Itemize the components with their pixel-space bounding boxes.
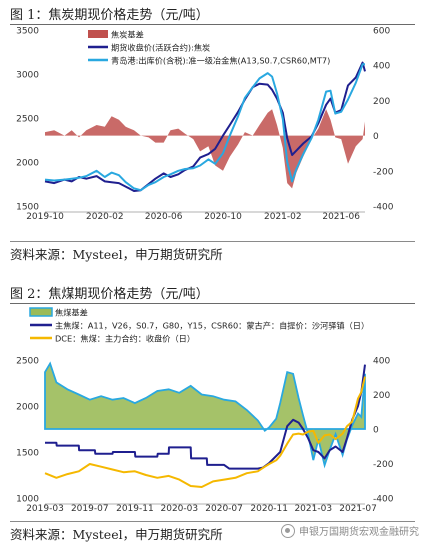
x-axis-tick-label: 2020-07	[205, 504, 243, 514]
right-axis-tick-label: -400	[373, 495, 394, 505]
chart1: 焦炭基差期货收盘价(活跃合约):焦炭青岛港:出库价(含税):准一级冶金焦(A13…	[16, 27, 394, 223]
figure2-top-rule	[10, 303, 415, 304]
x-axis-tick-label: 2021-03	[294, 504, 332, 514]
legend-label-2: 主焦煤：A11，V26，S0.7，G80，Y15，CSR60：蒙古产：自提价：沙…	[55, 321, 369, 331]
watermark-text: 申银万国期货宏观金融研究	[299, 527, 419, 538]
left-axis-tick-label: 2000	[16, 159, 39, 169]
legend-label-2: 期货收盘价(活跃合约):焦炭	[111, 43, 210, 53]
right-axis-tick-label: 600	[373, 27, 390, 37]
legend-swatch-1	[88, 30, 108, 38]
figure2-title: 图 2：焦煤期现价格走势（元/吨）	[10, 287, 209, 302]
left-axis-tick-label: 2500	[16, 115, 39, 125]
right-axis-tick-label: 200	[373, 97, 390, 107]
chart2-axes: 1000 1500 2000 2500 -400 -200 0 200 400 2019-03 20…	[16, 357, 394, 515]
series-3-line	[44, 376, 366, 488]
right-axis-tick-label: 0	[373, 132, 379, 142]
figure1-source: 资料来源：Mysteel，申万期货研究所	[10, 247, 223, 262]
left-axis-tick-label: 2500	[16, 357, 39, 367]
legend-swatch-1	[29, 307, 53, 317]
chart1-legend: 焦炭基差期货收盘价(活跃合约):焦炭青岛港:出库价(含税):准一级冶金焦(A13…	[88, 30, 330, 66]
right-axis-tick-label: -400	[373, 203, 394, 213]
chart1-plot	[44, 61, 366, 192]
series-3-line	[44, 63, 365, 192]
x-axis-tick-label: 2020-02	[86, 212, 124, 222]
legend-label-1: 焦炭基差	[111, 30, 144, 40]
x-axis-tick-label: 2021-07	[339, 504, 377, 514]
legend-label-3: DCE：焦煤：主力合约：收盘价（日）	[55, 334, 195, 344]
x-axis-tick-label: 2021-06	[322, 212, 360, 222]
x-axis-tick-label: 2020-10	[204, 212, 242, 222]
right-axis-tick-label: 400	[373, 62, 390, 72]
x-axis-tick-label: 2019-11	[116, 504, 154, 514]
chart1-axes: 1500 2000 2500 3000 3500 -400 -200 0 200 400 600 20…	[16, 27, 394, 223]
right-axis-tick-label: 400	[373, 357, 390, 367]
left-axis-tick-label: 1500	[16, 449, 39, 459]
right-axis-tick-label: -200	[373, 167, 394, 177]
series-2-line	[45, 364, 366, 470]
wechat-logo-icon	[281, 523, 295, 538]
left-axis-tick-label: 1000	[16, 495, 39, 505]
left-axis-tick-label: 3500	[16, 27, 39, 37]
left-axis-tick-label: 1500	[16, 203, 39, 213]
x-axis-tick-label: 2020-03	[161, 504, 199, 514]
figure1-bottom-rule	[10, 241, 415, 242]
legend-label-3: 青岛港:出库价(含税):准一级冶金焦(A13,S0.7,CSR60,MT7)	[111, 56, 330, 66]
left-axis-tick-label: 2000	[16, 403, 39, 413]
chart2-legend: 焦煤基差主焦煤：A11，V26，S0.7，G80，Y15，CSR60：蒙古产：自…	[29, 307, 369, 344]
figure1-title: 图 1：焦炭期现价格走势（元/吨）	[10, 8, 209, 23]
figure1-top-rule	[10, 24, 415, 25]
right-axis-tick-label: -200	[373, 460, 394, 470]
chart2-plot	[44, 361, 366, 488]
x-axis-tick-label: 2020-06	[145, 212, 183, 222]
right-axis-tick-label: 0	[373, 426, 379, 436]
legend-label-1: 焦煤基差	[55, 308, 88, 318]
x-axis-tick-label: 2021-02	[264, 212, 302, 222]
chart2: 焦煤基差主焦煤：A11，V26，S0.7，G80，Y15，CSR60：蒙古产：自…	[16, 307, 394, 515]
x-axis-tick-label: 2019-10	[26, 212, 64, 222]
series-1-area	[45, 109, 365, 189]
x-axis-tick-label: 2020-11	[250, 504, 288, 514]
left-axis-tick-label: 3000	[16, 71, 39, 81]
x-axis-tick-label: 2019-07	[71, 504, 109, 514]
series-2-line	[44, 61, 366, 192]
x-axis-tick-label: 2019-03	[26, 504, 64, 514]
figure2-source: 资料来源：Mysteel，申万期货研究所	[10, 527, 223, 542]
right-axis-tick-label: 200	[373, 391, 390, 401]
figure2-bottom-rule	[10, 521, 415, 522]
watermark: 申银万国期货宏观金融研究	[281, 523, 419, 538]
